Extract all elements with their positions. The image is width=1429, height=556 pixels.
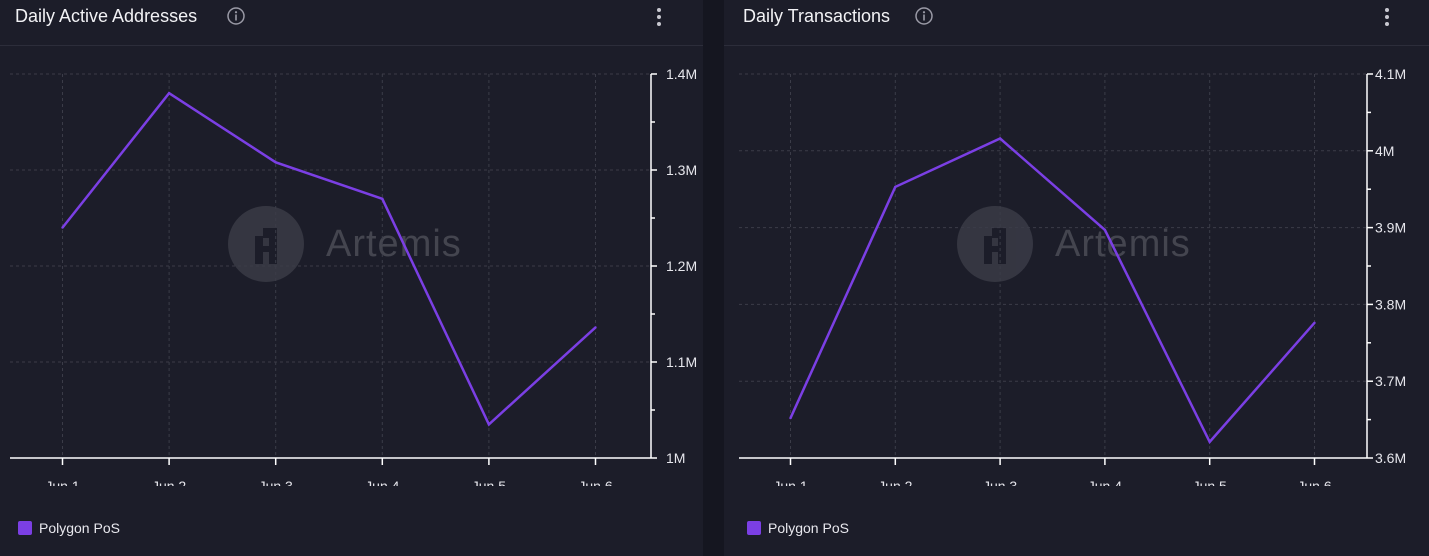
data-point — [594, 326, 597, 329]
x-tick-label: Jun 2 — [878, 478, 912, 486]
info-icon[interactable] — [915, 7, 933, 25]
panel-title: Daily Transactions — [743, 6, 891, 26]
x-tick-label: Jun 5 — [472, 478, 506, 486]
y-tick-label: 3.8M — [1375, 296, 1406, 312]
legend-label: Polygon PoS — [768, 520, 849, 536]
legend-item[interactable]: Polygon PoS — [747, 520, 849, 536]
data-point — [487, 423, 491, 426]
x-tick-label: Jun 6 — [578, 478, 612, 486]
y-tick-label: 1.4M — [666, 66, 697, 82]
y-tick-label: 1M — [666, 450, 685, 466]
panel-gutter — [703, 0, 724, 556]
panel-header: Daily Transactions — [724, 0, 1429, 46]
series-line — [789, 137, 1316, 445]
kebab-menu-icon[interactable] — [656, 7, 662, 27]
info-icon[interactable] — [227, 7, 245, 25]
x-tick-label: Jun 1 — [45, 478, 79, 486]
x-tick-label: Jun 6 — [1297, 478, 1331, 486]
x-tick-label: Jun 5 — [1193, 478, 1227, 486]
x-tick-label: Jun 4 — [365, 478, 399, 486]
data-point — [894, 185, 897, 189]
data-point — [1313, 321, 1316, 325]
chart-transactions: 3.6M 3.7M 3.8M 3.9M 4M 4.1M Jun 1 Jun 2 Jun 3 Jun… — [739, 66, 1406, 486]
panel-title: Daily Active Addresses — [15, 6, 198, 26]
x-tick-label: Jun 1 — [773, 478, 807, 486]
legend-label: Polygon PoS — [39, 520, 120, 536]
data-point — [1103, 228, 1107, 232]
y-tick-label: 1.1M — [666, 354, 697, 370]
x-tick-label: Jun 3 — [259, 478, 293, 486]
data-point — [998, 137, 1002, 140]
data-point — [167, 92, 171, 95]
data-point — [61, 226, 64, 229]
kebab-menu-icon[interactable] — [1384, 7, 1390, 27]
y-tick-label: 3.9M — [1375, 220, 1406, 236]
legend-swatch — [18, 521, 32, 535]
y-tick-label: 4.1M — [1375, 66, 1406, 82]
x-tick-label: Jun 2 — [152, 478, 186, 486]
data-point — [789, 416, 792, 420]
legend-swatch — [747, 521, 761, 535]
x-tick-label: Jun 3 — [983, 478, 1017, 486]
y-tick-label: 4M — [1375, 143, 1394, 159]
y-tick-label: 3.7M — [1375, 373, 1406, 389]
data-point — [1208, 440, 1211, 444]
chart-active-addresses: 1M 1.1M 1.2M 1.3M 1.4M Jun 1 Jun 2 Jun 3 Jun 4 Ju… — [10, 66, 697, 486]
chart-panel-active-addresses: Daily Active Addresses Artemis 1M 1.1M 1.2… — [0, 0, 703, 556]
series-line — [61, 91, 597, 427]
y-tick-label: 1.2M — [666, 258, 697, 274]
data-point — [274, 161, 277, 164]
legend-item[interactable]: Polygon PoS — [18, 520, 120, 536]
chart-panel-transactions: Daily Transactions Artemis 3.6M 3.7M 3.8M 3… — [724, 0, 1429, 556]
y-tick-label: 1.3M — [666, 162, 697, 178]
data-point — [381, 197, 384, 200]
x-tick-label: Jun 4 — [1088, 478, 1122, 486]
panel-header: Daily Active Addresses — [0, 0, 703, 46]
y-tick-label: 3.6M — [1375, 450, 1406, 466]
